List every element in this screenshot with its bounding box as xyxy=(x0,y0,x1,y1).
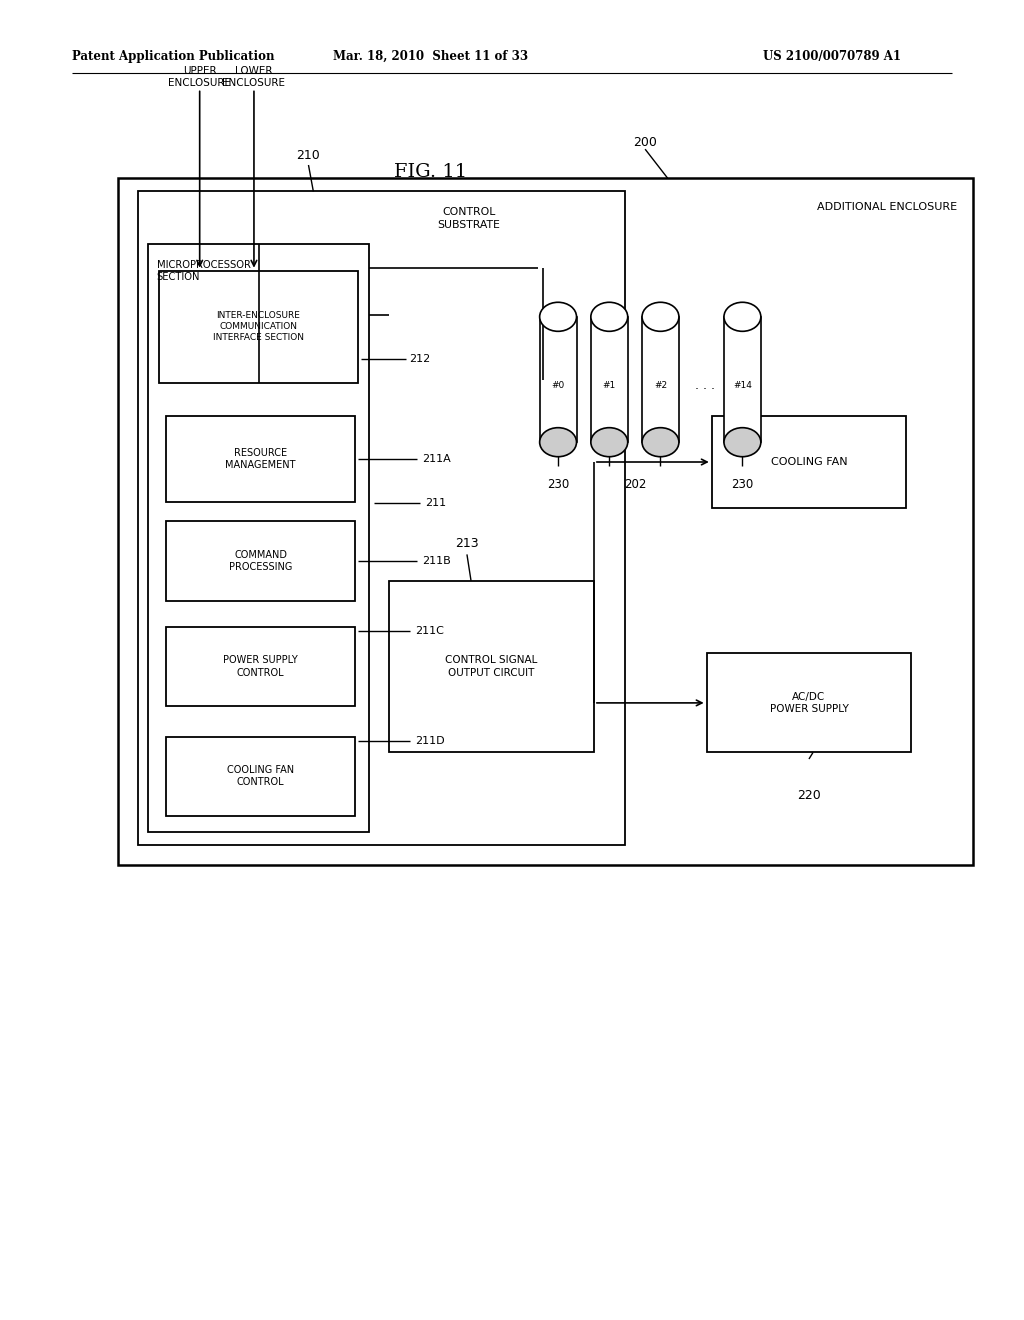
Text: 210: 210 xyxy=(297,149,321,162)
Text: 230: 230 xyxy=(731,478,754,491)
Bar xyxy=(389,581,594,752)
Ellipse shape xyxy=(724,302,761,331)
Text: #0: #0 xyxy=(552,381,564,391)
Text: 230: 230 xyxy=(547,478,569,491)
Bar xyxy=(707,653,911,752)
Text: 202: 202 xyxy=(624,478,646,491)
Bar xyxy=(166,737,355,816)
Text: Mar. 18, 2010  Sheet 11 of 33: Mar. 18, 2010 Sheet 11 of 33 xyxy=(333,50,527,63)
Bar xyxy=(642,317,679,442)
Bar xyxy=(166,627,355,706)
Text: UPPER
ENCLOSURE: UPPER ENCLOSURE xyxy=(168,66,231,88)
Text: COOLING FAN
CONTROL: COOLING FAN CONTROL xyxy=(227,766,294,787)
Bar xyxy=(712,416,906,508)
Text: AC/DC
POWER SUPPLY: AC/DC POWER SUPPLY xyxy=(769,692,849,714)
Text: 220: 220 xyxy=(797,789,821,803)
Text: #1: #1 xyxy=(603,381,615,391)
Bar xyxy=(591,317,628,442)
Text: Patent Application Publication: Patent Application Publication xyxy=(72,50,274,63)
Text: US 2100/0070789 A1: US 2100/0070789 A1 xyxy=(763,50,901,63)
Text: #2: #2 xyxy=(654,381,667,391)
Text: 211D: 211D xyxy=(415,735,444,746)
Text: LOWER
ENCLOSURE: LOWER ENCLOSURE xyxy=(222,66,286,88)
Text: FIG. 11: FIG. 11 xyxy=(393,162,467,181)
Text: ADDITIONAL ENCLOSURE: ADDITIONAL ENCLOSURE xyxy=(817,202,957,213)
Text: 213: 213 xyxy=(455,537,479,550)
Text: MICROPROCESSOR
SECTION: MICROPROCESSOR SECTION xyxy=(157,260,251,282)
Text: #14: #14 xyxy=(733,381,752,391)
Ellipse shape xyxy=(642,302,679,331)
Text: 211B: 211B xyxy=(422,556,451,566)
Text: RESOURCE
MANAGEMENT: RESOURCE MANAGEMENT xyxy=(225,447,296,470)
Ellipse shape xyxy=(724,428,761,457)
Text: CONTROL SIGNAL
OUTPUT CIRCUIT: CONTROL SIGNAL OUTPUT CIRCUIT xyxy=(445,656,538,677)
Ellipse shape xyxy=(591,428,628,457)
Text: 211C: 211C xyxy=(415,626,443,636)
Text: 212: 212 xyxy=(410,354,431,364)
Bar xyxy=(540,317,577,442)
Text: POWER SUPPLY
CONTROL: POWER SUPPLY CONTROL xyxy=(223,656,298,677)
Bar xyxy=(148,244,369,832)
Bar xyxy=(166,416,355,502)
Bar xyxy=(138,191,625,845)
Ellipse shape xyxy=(540,302,577,331)
Bar xyxy=(724,317,761,442)
Text: 200: 200 xyxy=(633,136,657,149)
Ellipse shape xyxy=(540,428,577,457)
Text: 211: 211 xyxy=(425,498,446,508)
Text: 211A: 211A xyxy=(422,454,451,463)
Bar xyxy=(118,178,973,865)
Bar xyxy=(166,521,355,601)
Text: INTER-ENCLOSURE
COMMUNICATION
INTERFACE SECTION: INTER-ENCLOSURE COMMUNICATION INTERFACE … xyxy=(213,312,304,342)
Text: CONTROL
SUBSTRATE: CONTROL SUBSTRATE xyxy=(437,207,501,230)
Text: COMMAND
PROCESSING: COMMAND PROCESSING xyxy=(229,550,292,572)
Ellipse shape xyxy=(642,428,679,457)
Text: COOLING FAN: COOLING FAN xyxy=(771,457,847,467)
Ellipse shape xyxy=(591,302,628,331)
Bar xyxy=(159,271,358,383)
Text: . . .: . . . xyxy=(694,379,715,392)
